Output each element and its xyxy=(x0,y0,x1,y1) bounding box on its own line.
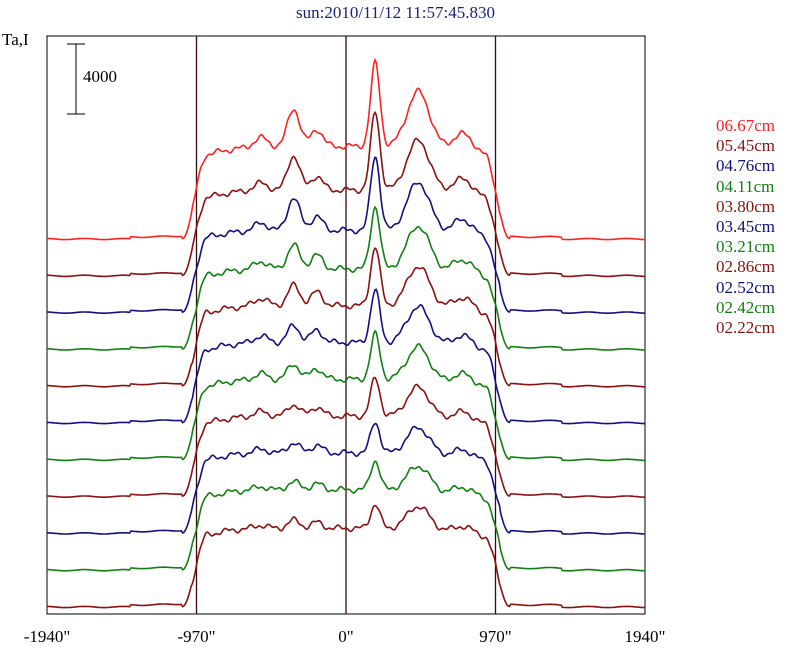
chart-title: sun:2010/11/12 11:57:45.830 xyxy=(296,3,495,22)
series-line-02.22cm xyxy=(47,504,645,609)
series-line-03.45cm xyxy=(47,288,645,425)
legend-entry: 04.11cm xyxy=(716,176,775,196)
series-line-02.42cm xyxy=(47,460,645,572)
vertical-reference-lines xyxy=(195,36,497,614)
x-tick-label: -970" xyxy=(177,627,215,646)
x-tick-labels: -1940" -970" 0" 970" 1940" xyxy=(24,627,666,646)
x-tick-label: 1940" xyxy=(625,627,666,646)
x-tick-label: 970" xyxy=(479,627,511,646)
series-line-06.67cm xyxy=(47,57,645,241)
legend-entry: 03.45cm xyxy=(716,216,776,236)
series-line-02.86cm xyxy=(47,376,645,498)
legend-entry: 02.86cm xyxy=(716,257,776,277)
scale-bar-label: 4000 xyxy=(83,67,117,86)
series-line-02.52cm xyxy=(47,422,645,535)
legend-entry: 03.80cm xyxy=(716,196,776,216)
series-group xyxy=(47,57,645,609)
legend: 06.67cm 05.45cm 04.76cm 04.11cm 03.80cm 03.45… xyxy=(716,116,775,338)
series-line-04.76cm xyxy=(47,156,645,314)
legend-entry: 03.21cm xyxy=(716,237,776,257)
scale-bar: 4000 xyxy=(67,43,117,115)
series-line-03.21cm xyxy=(47,329,645,462)
legend-entry: 06.67cm xyxy=(716,116,776,135)
series-line-03.80cm xyxy=(47,246,645,388)
x-tick-label: 0" xyxy=(338,627,353,646)
legend-entry: 02.52cm xyxy=(716,277,776,297)
legend-entry: 04.76cm xyxy=(716,156,776,176)
x-tick-label: -1940" xyxy=(24,627,71,646)
legend-entry: 02.42cm xyxy=(716,297,776,317)
y-axis-label: Ta,I xyxy=(2,30,29,49)
series-line-05.45cm xyxy=(47,110,645,278)
legend-entry: 02.22cm xyxy=(716,317,776,337)
legend-entry: 05.45cm xyxy=(716,136,776,156)
series-line-04.11cm xyxy=(47,205,645,351)
